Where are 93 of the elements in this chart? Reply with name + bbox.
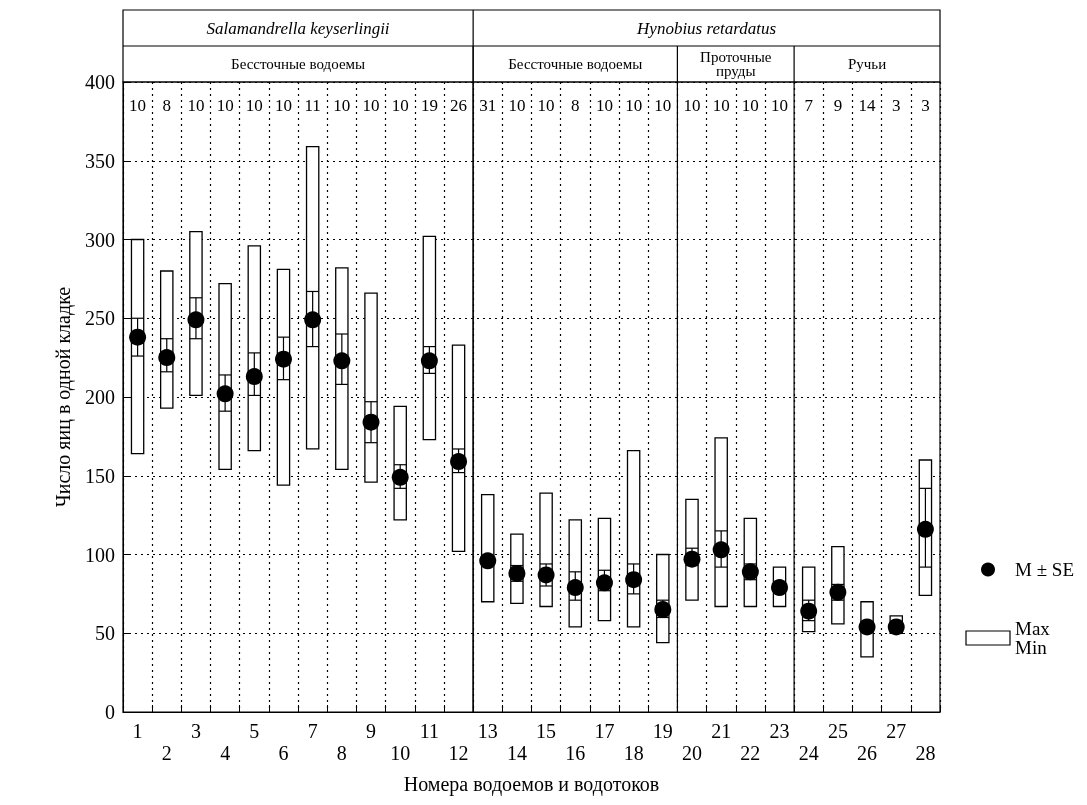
annotation: 10: [216, 95, 234, 115]
x-tick-label: 17: [594, 720, 615, 742]
point: [566, 579, 584, 597]
x-tick-label: 12: [448, 742, 469, 764]
annotation: 9: [833, 95, 843, 115]
x-tick-label: 16: [565, 742, 586, 764]
text: Бессточные водоемы: [508, 56, 643, 72]
annotation: 8: [571, 95, 580, 115]
point: [712, 541, 730, 559]
annotation: 10: [741, 95, 759, 115]
text: Hynobius retardatus: [636, 18, 777, 38]
point: [187, 311, 205, 329]
legend-label: Max Min: [1015, 618, 1051, 658]
annotation: 10: [625, 95, 643, 115]
x-tick-label: 11: [419, 720, 440, 742]
y-tick-label: 250: [85, 307, 115, 330]
x-tick-label: 13: [477, 720, 498, 742]
annotation: 11: [304, 95, 321, 115]
point: [275, 350, 292, 368]
x-tick-label: 28: [915, 742, 936, 764]
point: [479, 552, 497, 570]
x-tick-label: 4: [220, 742, 231, 764]
x-tick-label: 20: [681, 742, 702, 764]
annotation: 10: [683, 95, 701, 115]
x-tick-label: 7: [307, 720, 318, 742]
x-tick-label: 1: [132, 720, 143, 742]
legend-label: M ± SE: [1015, 559, 1075, 580]
annotation: 7: [804, 95, 814, 115]
annotation: 10: [362, 95, 380, 115]
x-tick-label: 21: [711, 720, 732, 742]
point: [771, 579, 789, 597]
annotation: 10: [245, 95, 263, 115]
x-tick-label: 23: [769, 720, 790, 742]
y-tick-label: 350: [85, 149, 115, 172]
annotation: 3: [891, 95, 901, 115]
point: [216, 385, 234, 403]
annotation: 8: [162, 95, 172, 115]
point: [625, 571, 643, 589]
annotation: 10: [654, 95, 672, 115]
y-tick-label: 50: [95, 622, 115, 645]
text: Проточные пруды: [700, 49, 772, 79]
point: [450, 453, 468, 471]
text: Salamandrella keyserlingii: [206, 18, 390, 38]
annotation: 10: [712, 95, 730, 115]
annotation: 10: [187, 95, 205, 115]
point: [391, 468, 409, 486]
text: Бессточные водоемы: [231, 56, 366, 72]
point: [158, 349, 176, 367]
y-tick-label: 400: [85, 71, 115, 93]
x-tick-label: 5: [249, 720, 260, 742]
point: [245, 368, 263, 386]
annotation: 10: [595, 95, 613, 115]
x-tick-label: 14: [506, 742, 527, 764]
y-tick-label: 100: [85, 543, 115, 566]
annotation: 10: [537, 95, 555, 115]
y-tick-label: 0: [105, 701, 115, 723]
point: [916, 520, 934, 538]
x-axis-title: Номера водоемов и водотоков: [403, 773, 660, 796]
x-tick-label: 26: [857, 742, 878, 764]
annotation: 3: [921, 95, 930, 115]
x-tick-label: 6: [278, 742, 289, 764]
annotation: 10: [333, 95, 351, 115]
point: [420, 352, 438, 370]
x-tick-label: 15: [536, 720, 557, 742]
x-tick-label: 3: [190, 720, 201, 742]
text: Ручьи: [847, 56, 887, 72]
x-tick-label: 9: [366, 720, 377, 742]
annotation: 10: [129, 95, 147, 115]
annotation: 31: [479, 95, 497, 115]
x-tick-label: 19: [652, 720, 673, 742]
point: [858, 618, 876, 636]
annotation: 19: [420, 95, 438, 115]
annotation: 10: [508, 95, 526, 115]
x-tick-label: 18: [623, 742, 644, 764]
annotation: 26: [450, 95, 468, 115]
y-tick-label: 200: [85, 386, 115, 408]
annotation: 14: [858, 95, 877, 115]
x-tick-label: 25: [827, 720, 848, 742]
x-tick-label: 27: [886, 720, 907, 742]
point: [129, 328, 147, 346]
annotation: 10: [771, 95, 789, 115]
annotation: 10: [274, 95, 292, 115]
y-axis-title: Число яиц в одной кладке: [52, 286, 75, 508]
x-tick-label: 8: [336, 742, 347, 764]
y-tick-label: 300: [85, 228, 115, 251]
x-tick-label: 22: [740, 742, 761, 764]
point: [595, 574, 613, 592]
point: [304, 311, 322, 329]
x-tick-label: 2: [161, 742, 172, 764]
point: [362, 413, 380, 431]
x-tick-label: 24: [798, 742, 819, 764]
point: [333, 352, 351, 370]
y-tick-label: 150: [85, 464, 115, 487]
